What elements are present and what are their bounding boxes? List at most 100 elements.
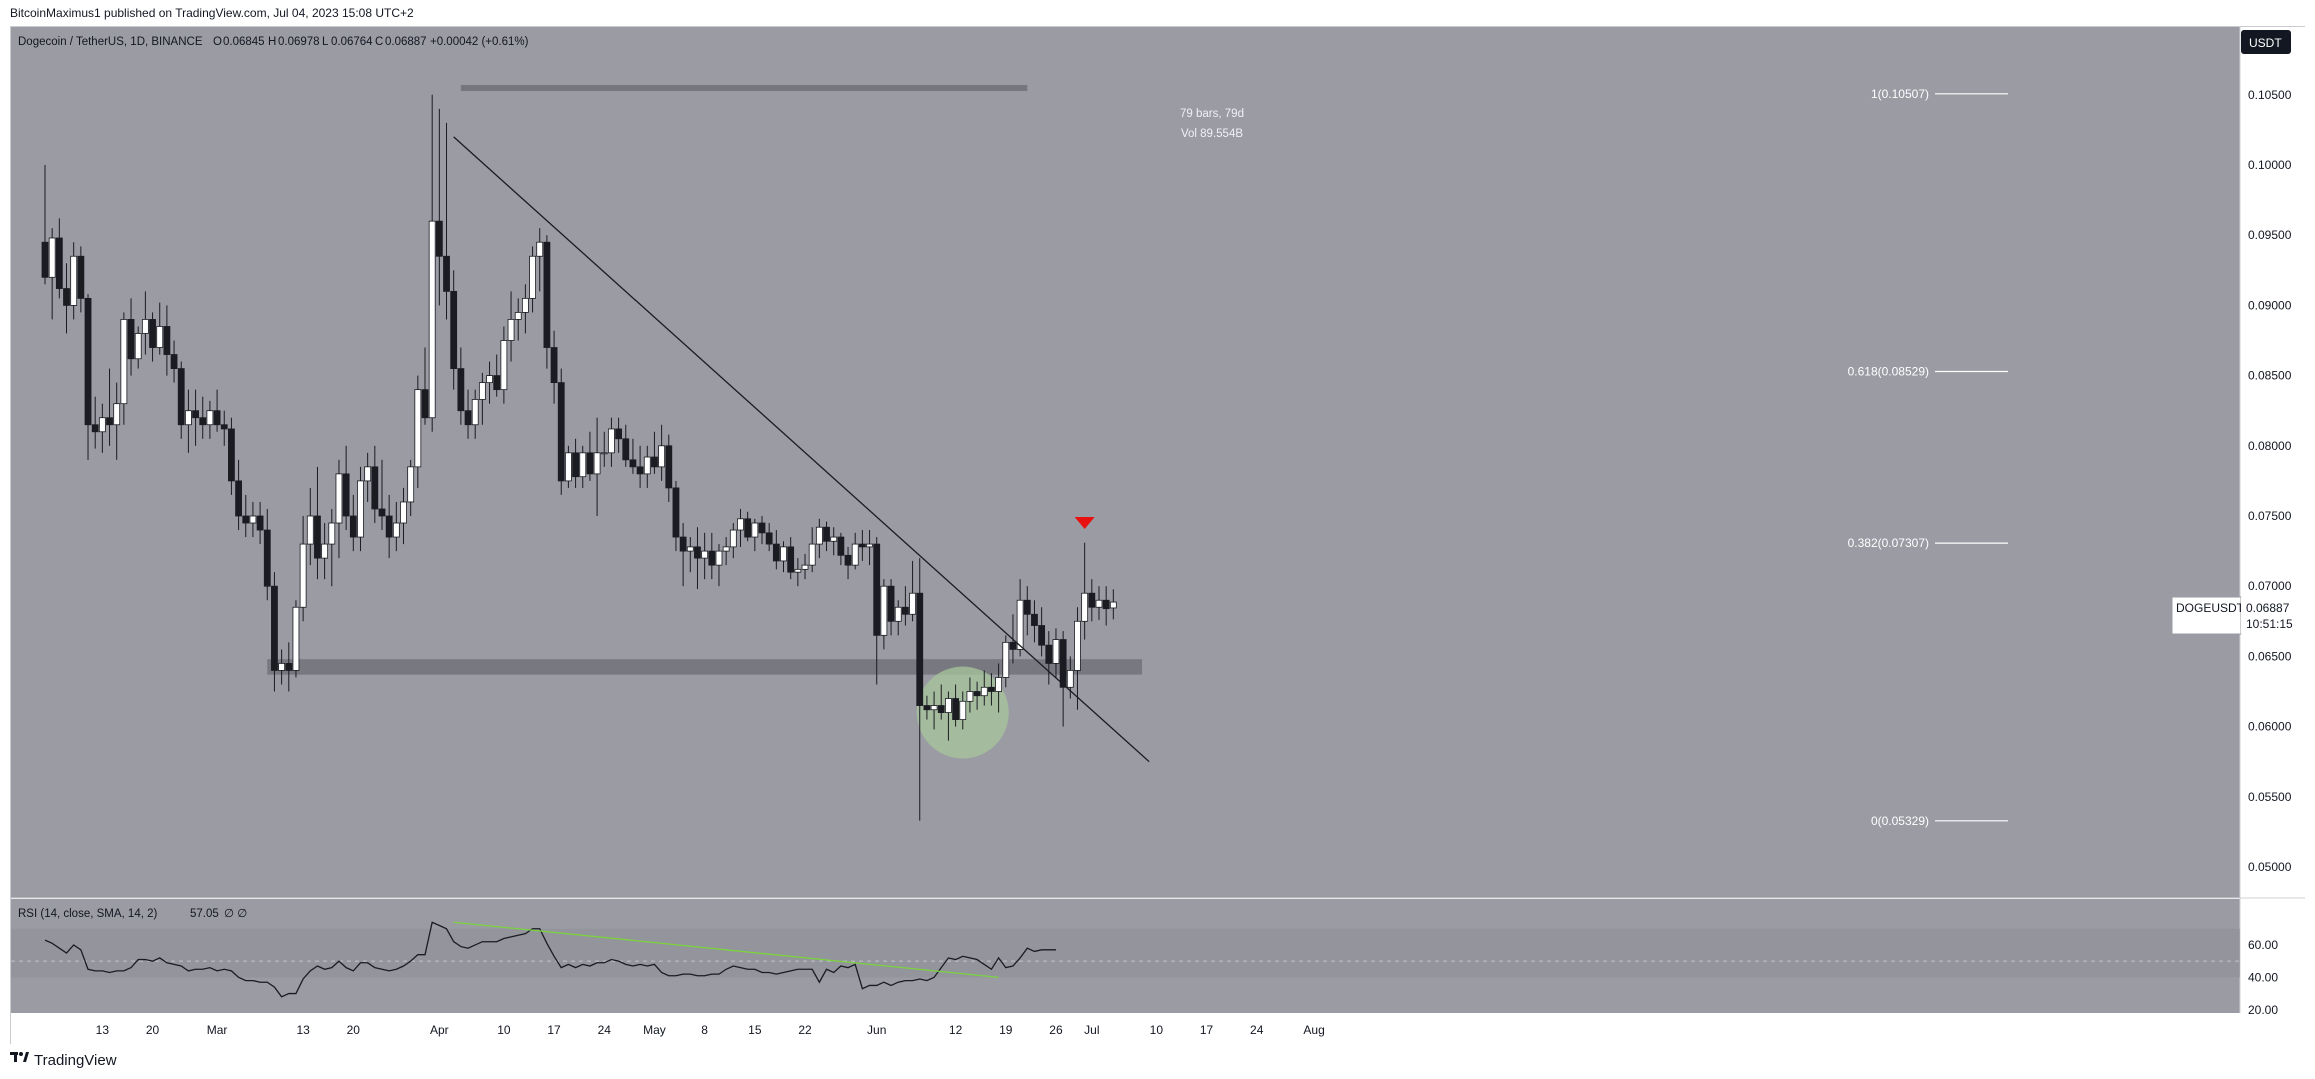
candle[interactable]	[844, 546, 852, 580]
candle[interactable]	[349, 494, 357, 552]
candle[interactable]	[113, 382, 121, 460]
candle[interactable]	[722, 537, 730, 566]
price-axis[interactable]: 0.05000 0.05500 0.06000 0.06500 0.07000 0.075…	[2248, 88, 2292, 874]
candle[interactable]	[443, 122, 450, 320]
candle[interactable]	[106, 368, 113, 446]
candle[interactable]	[134, 326, 142, 369]
time-axis[interactable]: 13 20 Mar 13 20 Apr 10 17 24 May 8 15 22 Jun 12 19 26 Jul…	[96, 1023, 1325, 1037]
candle[interactable]	[1045, 631, 1053, 685]
candle[interactable]	[945, 691, 952, 741]
candle[interactable]	[995, 663, 1003, 713]
candle[interactable]	[1109, 589, 1117, 620]
candle[interactable]	[686, 537, 694, 573]
candle[interactable]	[729, 523, 737, 559]
candle[interactable]	[622, 424, 630, 467]
candle[interactable]	[328, 508, 336, 587]
candle[interactable]	[937, 684, 945, 720]
candle[interactable]	[507, 291, 515, 362]
candle[interactable]	[184, 389, 192, 453]
candle[interactable]	[342, 445, 350, 531]
candle[interactable]	[1095, 586, 1103, 620]
date-range-bar[interactable]	[460, 85, 1028, 91]
candle[interactable]	[364, 452, 372, 502]
candle[interactable]	[550, 330, 558, 404]
candle[interactable]	[1002, 635, 1010, 688]
candle[interactable]	[1023, 586, 1031, 636]
candle[interactable]	[823, 521, 830, 552]
candle[interactable]	[694, 527, 701, 590]
candle[interactable]	[378, 459, 386, 531]
candle[interactable]	[1074, 607, 1081, 710]
candle[interactable]	[199, 396, 207, 439]
candle[interactable]	[1016, 579, 1024, 657]
bearish-arrow-marker[interactable]	[1074, 517, 1095, 530]
candle[interactable]	[486, 361, 493, 404]
candle[interactable]	[235, 459, 242, 531]
candle[interactable]	[141, 291, 149, 355]
candle[interactable]	[679, 523, 687, 587]
candle[interactable]	[794, 558, 802, 587]
candle[interactable]	[256, 501, 264, 545]
candle[interactable]	[213, 389, 221, 432]
candle[interactable]	[658, 424, 666, 481]
candle[interactable]	[1088, 579, 1096, 622]
candle[interactable]	[493, 354, 501, 397]
candle[interactable]	[708, 532, 716, 580]
candle[interactable]	[321, 523, 329, 580]
candle[interactable]	[565, 445, 572, 488]
candle[interactable]	[149, 312, 156, 362]
candle[interactable]	[572, 438, 579, 488]
candle[interactable]	[385, 494, 393, 559]
candles-group[interactable]	[41, 94, 1117, 821]
rsi-divergence-line[interactable]	[453, 921, 999, 979]
candle[interactable]	[500, 326, 508, 404]
candle[interactable]	[758, 516, 766, 545]
candle[interactable]	[808, 527, 816, 573]
descending-trendline[interactable]	[453, 136, 1150, 763]
candle[interactable]	[909, 560, 916, 622]
candle[interactable]	[751, 518, 759, 552]
candle[interactable]	[206, 400, 214, 439]
candle[interactable]	[801, 553, 809, 580]
candle[interactable]	[48, 228, 56, 320]
candle[interactable]	[278, 649, 286, 685]
candle[interactable]	[1102, 586, 1110, 626]
candle[interactable]	[127, 298, 135, 376]
candle[interactable]	[435, 108, 443, 306]
candle[interactable]	[285, 642, 293, 692]
candle[interactable]	[672, 480, 680, 552]
candle[interactable]	[220, 410, 228, 446]
candle[interactable]	[894, 600, 902, 636]
candle[interactable]	[84, 294, 92, 460]
candle[interactable]	[177, 361, 185, 439]
candle[interactable]	[887, 579, 895, 636]
rsi-legend-label[interactable]: RSI (14, close, SMA, 14, 2)	[18, 908, 158, 920]
candle[interactable]	[858, 530, 866, 561]
candle[interactable]	[70, 242, 78, 320]
candle[interactable]	[357, 466, 364, 552]
candle[interactable]	[557, 368, 565, 495]
candle[interactable]	[701, 532, 709, 580]
candle[interactable]	[780, 541, 787, 573]
candle[interactable]	[966, 677, 974, 713]
rsi-pane[interactable]: 20.00 40.00 60.00	[11, 921, 2278, 1017]
candle[interactable]	[959, 691, 967, 730]
candle[interactable]	[314, 466, 321, 580]
candle[interactable]	[63, 263, 70, 334]
candle[interactable]	[306, 487, 314, 566]
candle[interactable]	[41, 165, 49, 285]
candle[interactable]	[464, 389, 472, 439]
candle[interactable]	[249, 501, 257, 538]
candle[interactable]	[156, 302, 164, 355]
candle[interactable]	[744, 511, 752, 542]
candle[interactable]	[837, 532, 845, 566]
candle[interactable]	[91, 396, 99, 449]
candle[interactable]	[851, 532, 859, 570]
candle[interactable]	[715, 544, 723, 587]
candle[interactable]	[514, 298, 522, 341]
candle[interactable]	[1031, 600, 1038, 643]
candle[interactable]	[988, 673, 995, 706]
candle[interactable]	[600, 431, 608, 467]
candle[interactable]	[923, 695, 931, 720]
chart-canvas[interactable]: 1(0.10507) 0.618(0.08529) 0.382(0.07307) 0(…	[0, 0, 2315, 1045]
